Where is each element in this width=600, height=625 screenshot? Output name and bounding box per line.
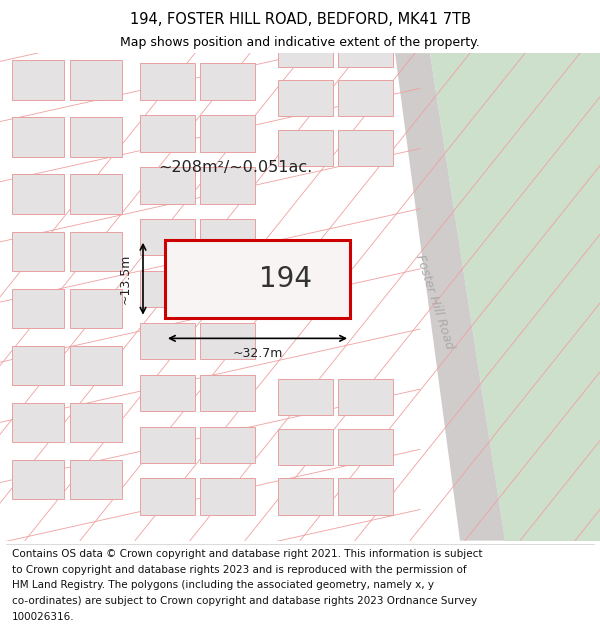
Bar [165, 240, 350, 318]
Bar [278, 130, 333, 166]
Bar [12, 118, 64, 157]
Bar [12, 61, 64, 100]
Text: HM Land Registry. The polygons (including the associated geometry, namely x, y: HM Land Registry. The polygons (includin… [12, 580, 434, 590]
Bar [70, 346, 122, 385]
Bar [338, 429, 393, 465]
Bar [12, 460, 64, 499]
Bar [338, 30, 393, 67]
Bar [200, 168, 255, 204]
Bar [12, 402, 64, 442]
Bar [140, 322, 195, 359]
Bar [140, 64, 195, 100]
Bar [200, 271, 255, 308]
Bar [200, 322, 255, 359]
Text: ~208m²/~0.051ac.: ~208m²/~0.051ac. [158, 160, 312, 175]
Bar [200, 478, 255, 515]
Bar [140, 374, 195, 411]
Bar [70, 231, 122, 271]
Bar [140, 271, 195, 308]
Bar [140, 426, 195, 463]
Bar [278, 478, 333, 515]
Text: Contains OS data © Crown copyright and database right 2021. This information is : Contains OS data © Crown copyright and d… [12, 549, 482, 559]
Polygon shape [395, 53, 505, 541]
Bar [12, 231, 64, 271]
Bar [338, 130, 393, 166]
Bar [70, 118, 122, 157]
Bar [140, 219, 195, 256]
Bar [12, 174, 64, 214]
Bar [278, 30, 333, 67]
Bar [70, 174, 122, 214]
Bar [70, 460, 122, 499]
Bar [140, 478, 195, 515]
Bar [70, 61, 122, 100]
Bar [200, 116, 255, 152]
Bar [140, 116, 195, 152]
Text: Map shows position and indicative extent of the property.: Map shows position and indicative extent… [120, 36, 480, 49]
Bar [70, 289, 122, 328]
Bar [278, 80, 333, 116]
Bar [140, 168, 195, 204]
Text: co-ordinates) are subject to Crown copyright and database rights 2023 Ordnance S: co-ordinates) are subject to Crown copyr… [12, 596, 477, 606]
Bar [12, 346, 64, 385]
Bar [70, 402, 122, 442]
Bar [200, 219, 255, 256]
Text: 100026316.: 100026316. [12, 611, 74, 621]
Bar [278, 379, 333, 415]
Bar [338, 379, 393, 415]
Text: to Crown copyright and database rights 2023 and is reproduced with the permissio: to Crown copyright and database rights 2… [12, 564, 467, 574]
Bar [278, 429, 333, 465]
Bar [200, 426, 255, 463]
Text: Foster Hill Road: Foster Hill Road [413, 253, 457, 351]
Bar [200, 64, 255, 100]
Text: 194, FOSTER HILL ROAD, BEDFORD, MK41 7TB: 194, FOSTER HILL ROAD, BEDFORD, MK41 7TB [130, 12, 470, 27]
Bar [12, 289, 64, 328]
Text: 194: 194 [259, 265, 312, 292]
Polygon shape [430, 53, 600, 541]
Bar [338, 478, 393, 515]
Bar [338, 80, 393, 116]
Text: ~13.5m: ~13.5m [119, 254, 131, 304]
Text: ~32.7m: ~32.7m [232, 348, 283, 361]
Bar [200, 374, 255, 411]
